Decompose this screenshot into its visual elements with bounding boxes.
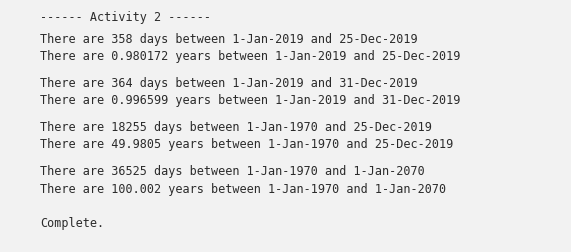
Text: There are 18255 days between 1-Jan-1970 and 25-Dec-2019: There are 18255 days between 1-Jan-1970 … xyxy=(40,121,432,134)
Text: There are 100.002 years between 1-Jan-1970 and 1-Jan-2070: There are 100.002 years between 1-Jan-19… xyxy=(40,182,446,196)
Text: ------ Activity 2 ------: ------ Activity 2 ------ xyxy=(40,11,211,24)
Text: There are 49.9805 years between 1-Jan-1970 and 25-Dec-2019: There are 49.9805 years between 1-Jan-19… xyxy=(40,138,453,151)
Text: There are 0.996599 years between 1-Jan-2019 and 31-Dec-2019: There are 0.996599 years between 1-Jan-2… xyxy=(40,94,460,107)
Text: Complete.: Complete. xyxy=(40,216,104,230)
Text: There are 0.980172 years between 1-Jan-2019 and 25-Dec-2019: There are 0.980172 years between 1-Jan-2… xyxy=(40,50,460,63)
Text: There are 36525 days between 1-Jan-1970 and 1-Jan-2070: There are 36525 days between 1-Jan-1970 … xyxy=(40,165,425,178)
Text: There are 364 days between 1-Jan-2019 and 31-Dec-2019: There are 364 days between 1-Jan-2019 an… xyxy=(40,77,417,90)
Text: There are 358 days between 1-Jan-2019 and 25-Dec-2019: There are 358 days between 1-Jan-2019 an… xyxy=(40,33,417,46)
